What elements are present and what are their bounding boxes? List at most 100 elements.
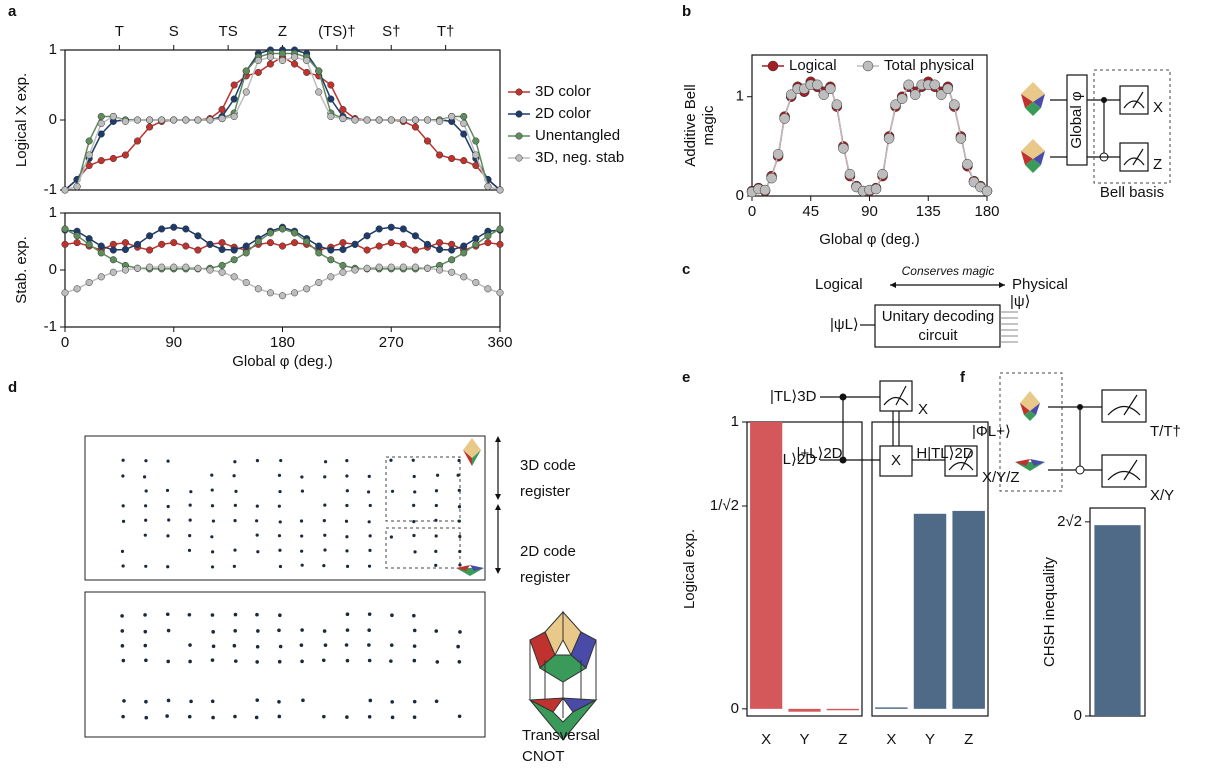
data-point [339,239,347,247]
atom [278,520,282,524]
series-line [64,266,501,297]
atom [411,458,415,462]
atom [210,473,214,477]
input-state: |TL⟩3D [770,388,817,405]
data-point [327,256,335,264]
data-point [472,278,480,287]
atom [210,613,215,617]
data-point [194,232,202,240]
atom [367,474,371,479]
data-point [146,116,154,124]
atom [412,519,416,524]
x-tick-label: 180 [270,334,295,351]
atom [435,473,440,477]
data-point [121,117,129,125]
y-tick-label: 0 [49,111,57,128]
panel-label: c [682,261,690,278]
atom [165,612,170,617]
atom [323,643,328,647]
atom [413,550,417,554]
atom [368,534,372,538]
atom [255,519,259,523]
data-point [387,223,395,231]
atom [390,613,394,618]
atom [300,563,304,567]
x-tick-label: 360 [487,334,512,351]
atom [367,643,371,647]
data-point [97,119,105,128]
atom [458,534,462,539]
data-point [61,240,69,248]
x-axis-label: Global φ (deg.) [819,231,920,248]
data-point [230,95,238,103]
atom [434,699,439,704]
atom [277,659,282,664]
data-point [230,81,238,89]
atom [233,659,238,663]
data-point [423,137,432,145]
data-point [218,115,226,123]
atom [143,643,148,648]
atom [367,520,371,524]
data-point [97,242,105,250]
x-tick-label: X [761,731,771,748]
atom [211,644,216,649]
data-point [146,246,154,254]
data-point [254,237,262,246]
atom [187,548,192,552]
data-point [436,151,444,159]
data-point [242,88,250,96]
data-point [363,116,371,124]
data-point [242,249,250,257]
y-tick-label: 1 [49,41,57,58]
data-point [206,116,214,124]
data-point [73,285,81,293]
atom [413,490,417,494]
atom [299,519,304,523]
atom [434,629,439,633]
atom [390,715,395,720]
box-label: Unitary decoding [882,308,995,325]
output-state: |ψ⟩ [1010,293,1030,310]
atom [345,612,350,617]
gate-label: X [891,452,901,469]
data-point [206,240,214,248]
x-tick-label: Y [925,731,935,748]
atom [166,565,170,569]
data-point [484,285,492,293]
data-point [158,263,166,271]
data-point [460,273,468,281]
data-point [266,229,274,237]
atom [144,715,149,720]
data-point [411,263,419,271]
atom [412,699,417,704]
data-point [448,268,456,276]
atom [143,629,148,634]
atom [367,628,371,632]
atom [255,660,259,664]
data-point [496,186,504,194]
data-point [981,185,993,197]
series-line [64,56,501,191]
operation-label: CNOT [522,748,565,765]
atom [166,659,171,664]
data-point [266,239,274,247]
atom [187,613,192,617]
y-axis-label: Logical exp. [681,529,698,609]
data-point [890,99,901,110]
data-point [375,242,383,250]
data-point [363,246,371,254]
data-point [903,79,914,91]
data-point [423,240,432,248]
data-point [436,239,444,247]
atom [345,535,349,539]
plot-frame [871,421,989,717]
right-label: Physical [1012,276,1068,293]
atom [120,644,125,648]
atom [210,550,215,554]
atom-image [84,591,486,738]
atom [345,564,350,568]
code-polyhedron [528,610,598,741]
atom [277,534,282,538]
data-point [484,182,492,191]
